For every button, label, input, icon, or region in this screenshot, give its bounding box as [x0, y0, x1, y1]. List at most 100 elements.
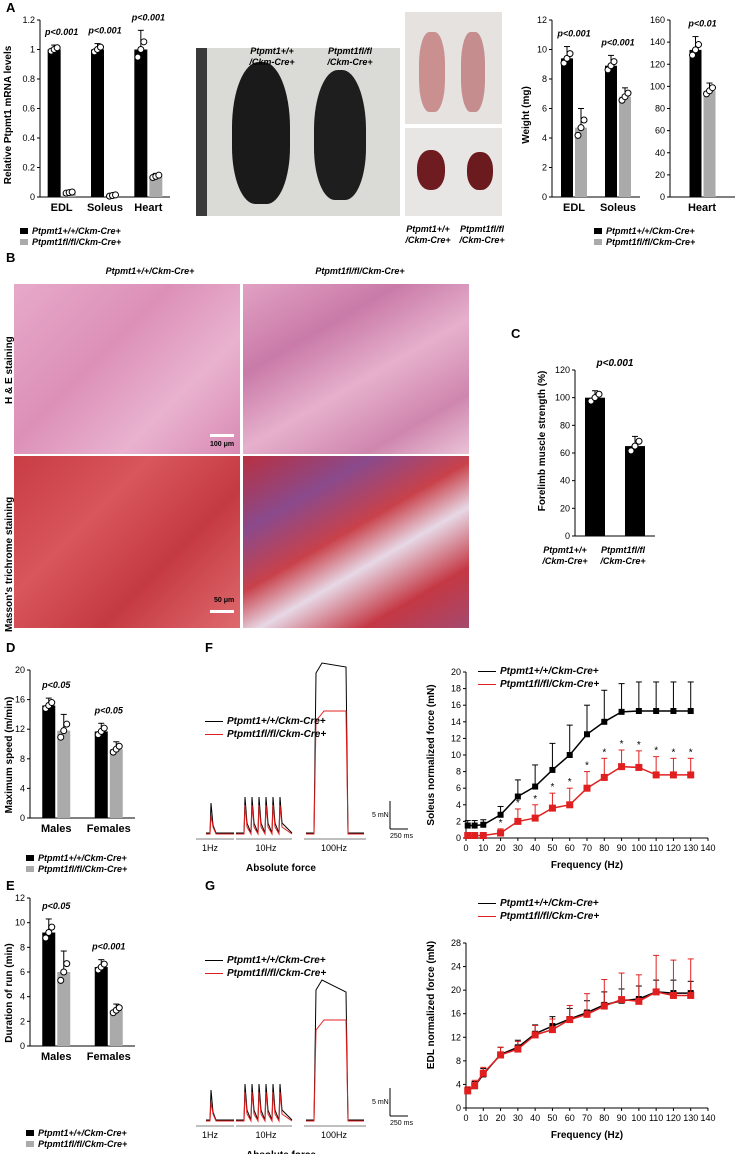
A2-bar [561, 58, 573, 197]
E-y-tick-label: 12 [15, 893, 25, 903]
F-y-tick-label: 18 [451, 684, 461, 694]
C-bar [585, 397, 605, 536]
F-y-tick-label: 12 [451, 733, 461, 743]
F-data-point [652, 771, 660, 779]
F-data-point [471, 832, 479, 840]
A1-y-tick-label: 1 [30, 45, 35, 55]
A1-bar [149, 176, 163, 197]
chart-a2-a3-weight: Weight (mg) 0 2 4 6 8 10 12 EDL p<0.001 Soleus p<0… [521, 15, 735, 214]
heart-ko [467, 152, 493, 190]
TF-trace-10hz-ko [236, 804, 293, 836]
heart-wt [417, 150, 445, 190]
chart-e-duration: Duration of run (min) 0 2 4 6 8 10 12 Males p<0.… [4, 893, 135, 1063]
F-significance-mark: * [550, 782, 554, 793]
G-y-tick-label: 12 [451, 1032, 461, 1042]
F-y-tick-label: 2 [456, 816, 461, 826]
F-x-tick-label: 50 [547, 843, 557, 853]
C-data-point [627, 447, 635, 455]
A2-bar [605, 65, 617, 197]
scale-bar-he [210, 434, 234, 437]
legend-g-wt: Ptpmt1+/+/Ckm-Cre+ [478, 897, 599, 910]
A1-y-tick-label: 0.8 [22, 74, 35, 84]
F-x-tick-label: 90 [617, 843, 627, 853]
E-bar [57, 972, 71, 1046]
F-x-tick-label: 140 [700, 843, 715, 853]
legend-traces-g-wt: Ptpmt1+/+/Ckm-Cre+ [205, 954, 326, 967]
F-data-point [497, 811, 504, 818]
G-data-point [479, 1069, 487, 1077]
G-xlabel: Frequency (Hz) [551, 1130, 623, 1141]
A1-data-point [134, 53, 142, 61]
F-y-tick-label: 4 [456, 800, 461, 810]
organs-ko-caption: Ptpmt1fl/fl/Ckm-Cre+ [459, 224, 505, 245]
D-data-point [48, 699, 56, 707]
F-y-tick-label: 0 [456, 833, 461, 843]
F-y-tick-label: 8 [456, 767, 461, 777]
E-y-tick-label: 4 [20, 992, 25, 1002]
histo-masson-wt: 50 μm [14, 456, 240, 628]
D-data-point [63, 720, 71, 728]
A1-y-tick-label: 0.6 [22, 104, 35, 114]
F-data-point [479, 832, 487, 840]
F-y-tick-label: 10 [451, 750, 461, 760]
A3-bar [703, 90, 716, 197]
A2-data-point [574, 131, 582, 139]
F-data-point [514, 817, 522, 825]
histology-ko-header: Ptpmt1fl/fl/Ckm-Cre+ [315, 266, 405, 276]
histo-he-wt: 100 μm [14, 284, 240, 454]
E-data-point [115, 1004, 123, 1012]
scale-label-masson: 50 μm [214, 597, 235, 604]
chart-c-xlabel-wt: Ptpmt1+/+/Ckm-Cre+ [542, 545, 588, 566]
G-x-tick-label: 10 [478, 1113, 488, 1123]
G-series-line [467, 991, 691, 1092]
legend-a2-ko: Ptpmt1fl/fl/Ckm-Cre+ [594, 237, 695, 248]
F-series-line [467, 710, 691, 827]
F-data-point [531, 814, 539, 822]
chart-c-strength: Forelimb muscle strength (%) 0 20 40 60 80 10… [537, 358, 655, 541]
D-y-tick-label: 12 [15, 724, 25, 734]
A1-p-value: p<0.001 [131, 12, 165, 22]
F-x-tick-label: 110 [649, 843, 663, 853]
TG-trace-10hz-wt [236, 1083, 293, 1121]
panel-label-d: D [6, 640, 16, 655]
A3-bar [689, 49, 702, 198]
TG-freq-label: 1Hz [202, 1130, 219, 1140]
TF-scale-x-label: 250 ms [390, 833, 413, 840]
A1-data-point [68, 188, 76, 196]
histo-he-ko [243, 284, 469, 454]
A2-data-point [566, 50, 574, 58]
C-y-tick-label: 60 [560, 448, 570, 458]
chart-c-xlabel-ko: Ptpmt1fl/fl/Ckm-Cre+ [600, 545, 646, 566]
F-data-point [583, 784, 591, 792]
F-data-point [669, 771, 677, 779]
TF-trace-1hz-ko [206, 814, 234, 835]
A2-y-tick-label: 4 [542, 133, 547, 143]
TG-title: Absolute force [246, 1150, 316, 1154]
legend-d-wt: Ptpmt1+/+/Ckm-Cre+ [26, 853, 127, 864]
legend-a1-wt: Ptpmt1+/+/Ckm-Cre+ [20, 226, 121, 237]
muscle-ko [461, 32, 485, 112]
G-y-tick-label: 8 [456, 1056, 461, 1066]
mouse-ko [314, 70, 366, 200]
A1-y-tick-label: 0.2 [22, 163, 35, 173]
E-data-point [45, 929, 53, 937]
scale-bar-masson [210, 610, 234, 613]
G-y-tick-label: 20 [451, 985, 461, 995]
D-p-value: p<0.05 [94, 705, 124, 715]
A3-data-point [709, 84, 716, 92]
legend-a2-wt: Ptpmt1+/+/Ckm-Cre+ [594, 226, 695, 237]
A2-data-point [580, 116, 588, 124]
F-data-point [618, 763, 626, 771]
A3-y-tick-label: 120 [650, 59, 665, 69]
A2-y-tick-label: 8 [542, 74, 547, 84]
TF-title: Absolute force [246, 863, 316, 874]
F-y-tick-label: 16 [451, 700, 461, 710]
F-data-point [514, 793, 521, 800]
legend-f-wt: Ptpmt1+/+/Ckm-Cre+ [478, 665, 599, 678]
photo-wt-caption: Ptpmt1+/+/Ckm-Cre+ [249, 46, 295, 67]
D-bar [57, 730, 71, 818]
TF-scale-y-label: 5 mN [372, 812, 389, 819]
panel-label-e: E [6, 878, 15, 893]
traces-f: 1Hz 10Hz 100Hz Absolute force 5 mN 250 ms [196, 662, 413, 874]
A3-y-tick-label: 160 [650, 15, 665, 25]
